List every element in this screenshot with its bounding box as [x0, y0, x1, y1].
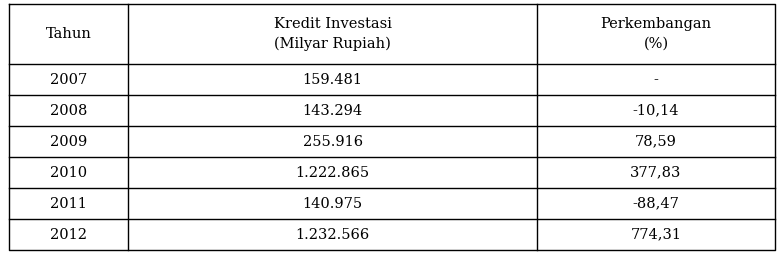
- Text: 2011: 2011: [50, 197, 87, 211]
- Text: 2012: 2012: [50, 228, 87, 242]
- Text: 78,59: 78,59: [635, 135, 677, 149]
- Text: 255.916: 255.916: [303, 135, 363, 149]
- Text: 2007: 2007: [50, 73, 87, 87]
- Text: 140.975: 140.975: [303, 197, 363, 211]
- Text: Tahun: Tahun: [45, 27, 92, 41]
- Text: -: -: [654, 73, 659, 87]
- Text: 2008: 2008: [50, 104, 87, 118]
- Text: Kredit Investasi
(Milyar Rupiah): Kredit Investasi (Milyar Rupiah): [274, 17, 392, 51]
- Text: 159.481: 159.481: [303, 73, 363, 87]
- Text: 143.294: 143.294: [303, 104, 363, 118]
- Text: 2009: 2009: [50, 135, 87, 149]
- Text: -10,14: -10,14: [633, 104, 679, 118]
- Text: 377,83: 377,83: [630, 166, 681, 180]
- Text: Perkembangan
(%): Perkembangan (%): [601, 17, 712, 51]
- Text: 774,31: 774,31: [630, 228, 681, 242]
- Text: -88,47: -88,47: [633, 197, 680, 211]
- Text: 1.222.865: 1.222.865: [296, 166, 370, 180]
- Text: 2010: 2010: [50, 166, 87, 180]
- Text: 1.232.566: 1.232.566: [296, 228, 370, 242]
